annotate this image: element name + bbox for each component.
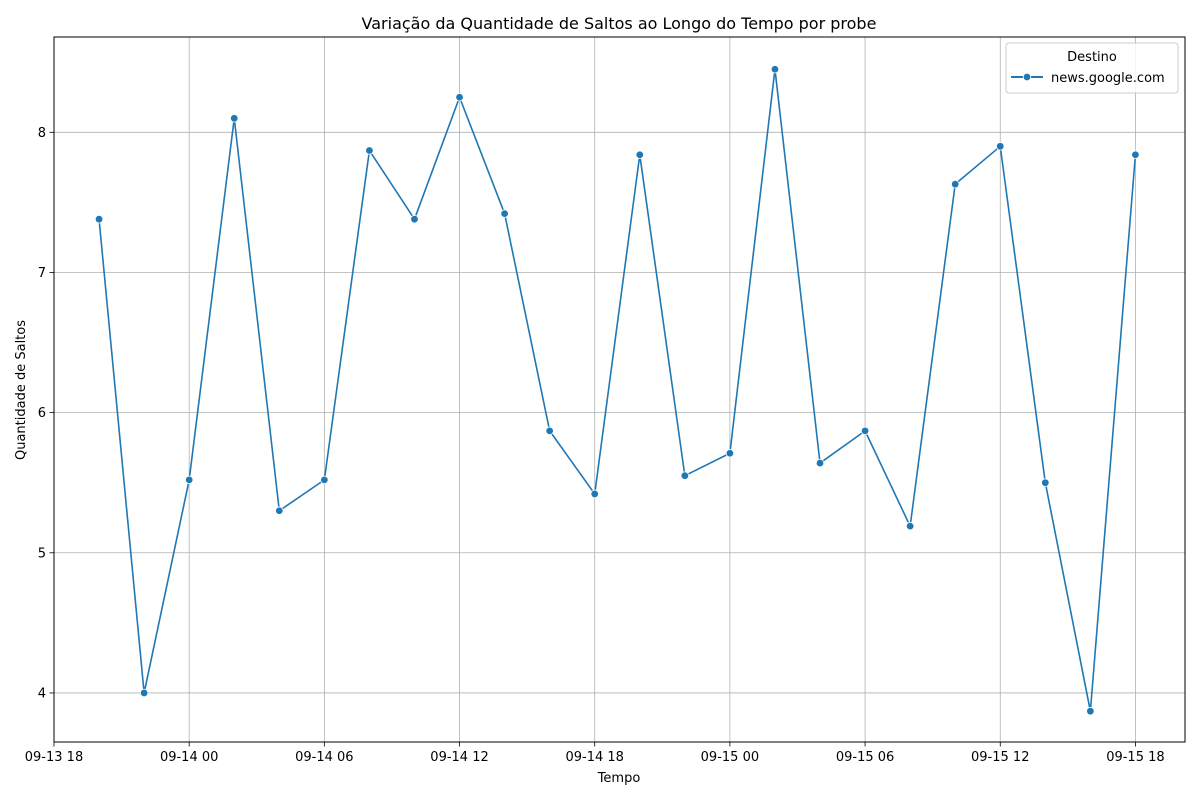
x-tick-label: 09-15 12 [971, 750, 1029, 765]
data-point [635, 150, 644, 159]
data-point [184, 475, 194, 485]
data-point [320, 475, 329, 485]
series-layer [94, 65, 1140, 716]
data-point [410, 215, 419, 224]
data-point [905, 521, 915, 531]
data-point [455, 93, 464, 102]
data-point [680, 471, 690, 480]
y-tick-label: 4 [38, 686, 46, 701]
data-point [996, 142, 1005, 151]
data-point [275, 506, 284, 515]
chart-title: Variação da Quantidade de Saltos ao Long… [362, 14, 877, 33]
data-point [230, 114, 239, 123]
x-tick-label: 09-14 12 [430, 750, 488, 765]
x-tick-label: 09-14 18 [565, 750, 623, 765]
legend-box [1005, 42, 1179, 94]
data-point [725, 449, 735, 458]
y-tick-label: 6 [38, 406, 46, 421]
y-tick-label: 8 [38, 126, 46, 141]
x-tick-label: 09-14 00 [160, 750, 218, 765]
data-point [545, 426, 554, 436]
data-point [815, 458, 825, 468]
data-point [1086, 706, 1095, 716]
legend-entry-label: news.google.com [1051, 71, 1165, 86]
legend-title: Destino [1067, 50, 1117, 65]
x-axis-ticks: 09-13 18 09-14 00 09-14 06 09-14 12 09-14 18… [25, 742, 1165, 765]
x-tick-label: 09-14 06 [295, 750, 353, 765]
x-axis-label: Tempo [597, 771, 641, 786]
y-axis-label: Quantidade de Saltos [14, 320, 29, 460]
x-tick-label: 09-15 00 [701, 750, 759, 765]
legend: Destino news.google.com [1005, 42, 1179, 94]
plot-frame [53, 36, 1186, 743]
data-point [590, 489, 599, 499]
data-point [500, 209, 509, 218]
data-point [94, 215, 104, 224]
y-tick-label: 7 [38, 266, 46, 281]
data-point [365, 146, 374, 155]
y-tick-label: 5 [38, 546, 46, 561]
x-tick-label: 09-13 18 [25, 750, 83, 765]
data-point [950, 179, 960, 189]
data-point [770, 65, 780, 74]
x-tick-label: 09-15 06 [836, 750, 894, 765]
x-tick-label: 09-15 18 [1106, 750, 1164, 765]
series-line [98, 68, 1137, 712]
legend-marker-swatch [1022, 72, 1032, 82]
data-point [1131, 150, 1140, 159]
data-point [1041, 478, 1050, 487]
data-point [139, 688, 149, 698]
data-point [860, 426, 870, 436]
grid-lines [53, 37, 1185, 742]
y-axis-ticks: 4 5 6 7 8 [38, 126, 54, 701]
